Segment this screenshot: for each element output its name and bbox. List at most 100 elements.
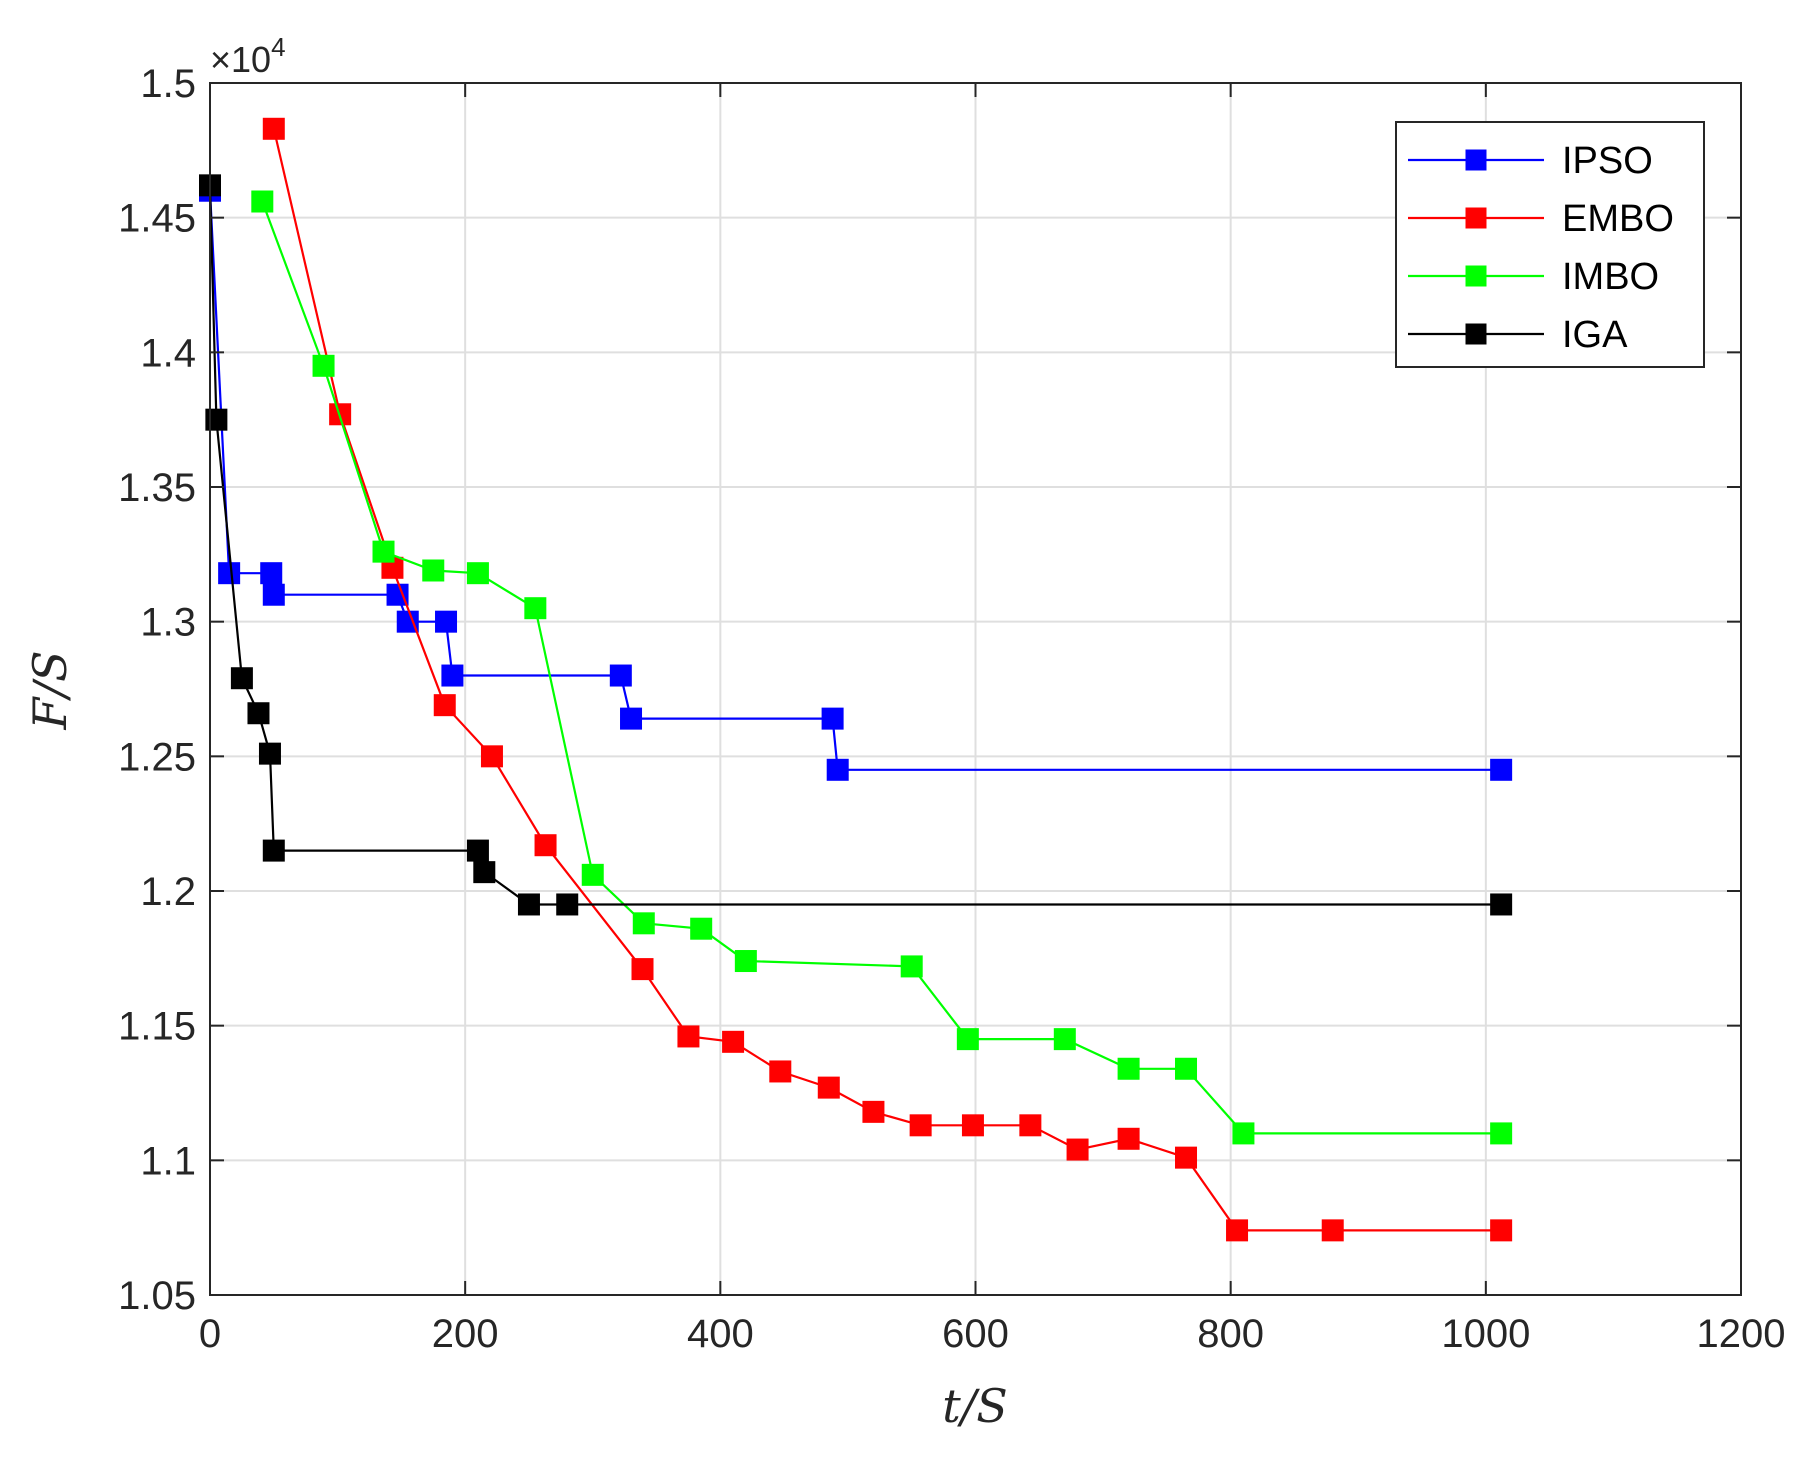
x-tick-label: 1200 [1697, 1312, 1786, 1356]
legend-marker [1465, 207, 1487, 229]
y-tick-label: 1.2 [140, 870, 196, 914]
data-point [534, 834, 557, 857]
y-tick-label: 1.4 [140, 331, 196, 375]
data-point [262, 583, 285, 606]
data-point [433, 694, 456, 717]
data-point [677, 1025, 700, 1048]
legend-item-ipso: IPSO [1408, 140, 1653, 182]
data-point [1232, 1122, 1255, 1145]
data-point [524, 597, 547, 620]
legend: IPSO EMBO IMBO IGA [1395, 121, 1705, 368]
data-point [690, 917, 713, 940]
data-point [909, 1114, 932, 1137]
data-point [631, 958, 654, 981]
ticks [209, 82, 1742, 1296]
x-tick-label: 0 [199, 1312, 221, 1356]
legend-label: IPSO [1562, 140, 1653, 182]
data-point [441, 664, 464, 687]
data-point [821, 707, 844, 730]
y-tick-label: 1.45 [118, 197, 196, 241]
data-point [396, 610, 419, 633]
data-point [1490, 758, 1513, 781]
y-exponent-base: ×10 [210, 39, 271, 80]
y-exponent-label: ×104 [210, 32, 286, 80]
data-point [722, 1030, 745, 1053]
data-point [1117, 1127, 1140, 1150]
data-point [956, 1028, 979, 1051]
data-point [251, 190, 274, 213]
legend-label: IMBO [1562, 256, 1659, 298]
data-point [247, 702, 270, 725]
data-point [581, 863, 604, 886]
data-point [1490, 1219, 1513, 1242]
data-point [1490, 1122, 1513, 1145]
x-tick-label: 200 [432, 1312, 499, 1356]
data-point [1053, 1028, 1076, 1051]
grid [210, 83, 1741, 1295]
data-point [632, 912, 655, 935]
data-point [262, 117, 285, 140]
series-imbo [251, 190, 1513, 1145]
data-point [609, 664, 632, 687]
data-point [312, 354, 335, 377]
data-point [1175, 1146, 1198, 1169]
data-point [1175, 1057, 1198, 1080]
series-group [199, 117, 1513, 1242]
data-point [230, 667, 253, 690]
legend-marker [1465, 265, 1487, 287]
legend-item-embo: EMBO [1408, 198, 1674, 240]
data-point [262, 839, 285, 862]
data-point [961, 1114, 984, 1137]
data-point [556, 893, 579, 916]
data-point [466, 562, 489, 585]
y-axis-label: F/S [23, 651, 77, 731]
x-tick-labels: 0 200 400 600 800 1000 1200 [199, 1312, 1786, 1356]
y-tick-label: 1.25 [118, 735, 196, 779]
data-point [1019, 1114, 1042, 1137]
data-point [480, 745, 503, 768]
data-point [826, 758, 849, 781]
legend-marker [1465, 323, 1487, 345]
x-tick-label: 800 [1197, 1312, 1264, 1356]
legend-item-iga: IGA [1408, 314, 1628, 356]
x-tick-label: 1000 [1441, 1312, 1530, 1356]
legend-label: EMBO [1562, 198, 1674, 240]
data-point [620, 707, 643, 730]
y-tick-label: 1.1 [140, 1139, 196, 1183]
data-point [473, 861, 496, 884]
data-point [218, 562, 241, 585]
data-point [435, 610, 458, 633]
data-point [1490, 893, 1513, 916]
data-point [1226, 1219, 1249, 1242]
legend-marker [1465, 149, 1487, 171]
data-point [817, 1076, 840, 1099]
data-point [517, 893, 540, 916]
y-tick-labels: 1.05 1.1 1.15 1.2 1.25 1.3 1.35 1.4 1.45 1.5 [118, 62, 196, 1318]
y-tick-label: 1.05 [118, 1274, 196, 1318]
data-point [205, 408, 228, 431]
series-iga [199, 174, 1513, 916]
x-axis-label: t/S [942, 1379, 1008, 1433]
y-tick-label: 1.3 [140, 601, 196, 645]
data-point [769, 1060, 792, 1083]
data-point [734, 950, 757, 973]
data-point [1321, 1219, 1344, 1242]
legend-item-imbo: IMBO [1408, 256, 1659, 298]
x-tick-label: 400 [687, 1312, 754, 1356]
data-point [260, 562, 283, 585]
y-tick-label: 1.15 [118, 1005, 196, 1049]
data-point [258, 742, 281, 765]
data-point [862, 1100, 885, 1123]
data-point [466, 839, 489, 862]
legend-label: IGA [1562, 314, 1628, 356]
y-exponent-power: 4 [271, 32, 285, 62]
y-tick-label: 1.35 [118, 466, 196, 510]
y-tick-label: 1.5 [140, 62, 196, 106]
data-point [372, 540, 395, 563]
data-point [1117, 1057, 1140, 1080]
data-point [1066, 1138, 1089, 1161]
x-tick-label: 600 [942, 1312, 1009, 1356]
data-point [422, 559, 445, 582]
legend-box [1395, 121, 1705, 368]
